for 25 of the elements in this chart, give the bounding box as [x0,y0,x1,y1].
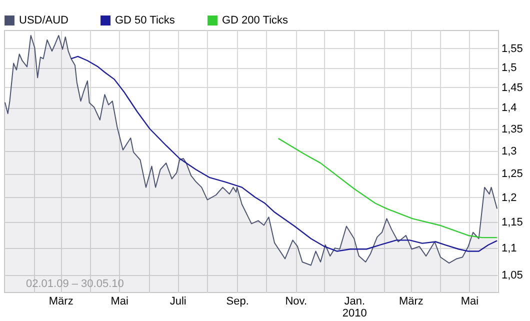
x-tick-label: Jan. 2010 [342,296,367,320]
x-tick-label: Mai [110,296,128,308]
y-tick-label: 1,4 [502,102,517,114]
x-tick-label: März [48,296,74,308]
y-tick-label: 1,05 [502,270,523,282]
y-tick-label: 1,3 [502,145,517,158]
legend-label: GD 200 Ticks [222,14,289,27]
y-tick-label: 1,1 [502,242,517,255]
legend-label: USD/AUD [19,14,69,27]
x-tick-label: Nov. [285,296,308,308]
x-tick-label: März [398,296,424,308]
y-tick-label: 1,5 [502,62,517,74]
annotation: 02.01.09 – 30.05.10 [26,278,124,290]
y-tick-label: 1,55 [502,42,523,55]
y-tick-label: 1,35 [502,123,523,136]
y-tick-label: 1,25 [502,168,523,180]
y-tick-label: 1,15 [502,216,523,229]
x-tick-label: Sep. [226,296,249,308]
x-tick-label: Juli [170,296,186,308]
legend-label: GD 50 Ticks [115,14,176,27]
y-tick-label: 1,45 [502,82,523,94]
line-series [278,138,498,238]
y-tick-label: 1,2 [502,192,517,204]
line-series [70,56,498,252]
x-tick-label: Mai [460,296,479,308]
